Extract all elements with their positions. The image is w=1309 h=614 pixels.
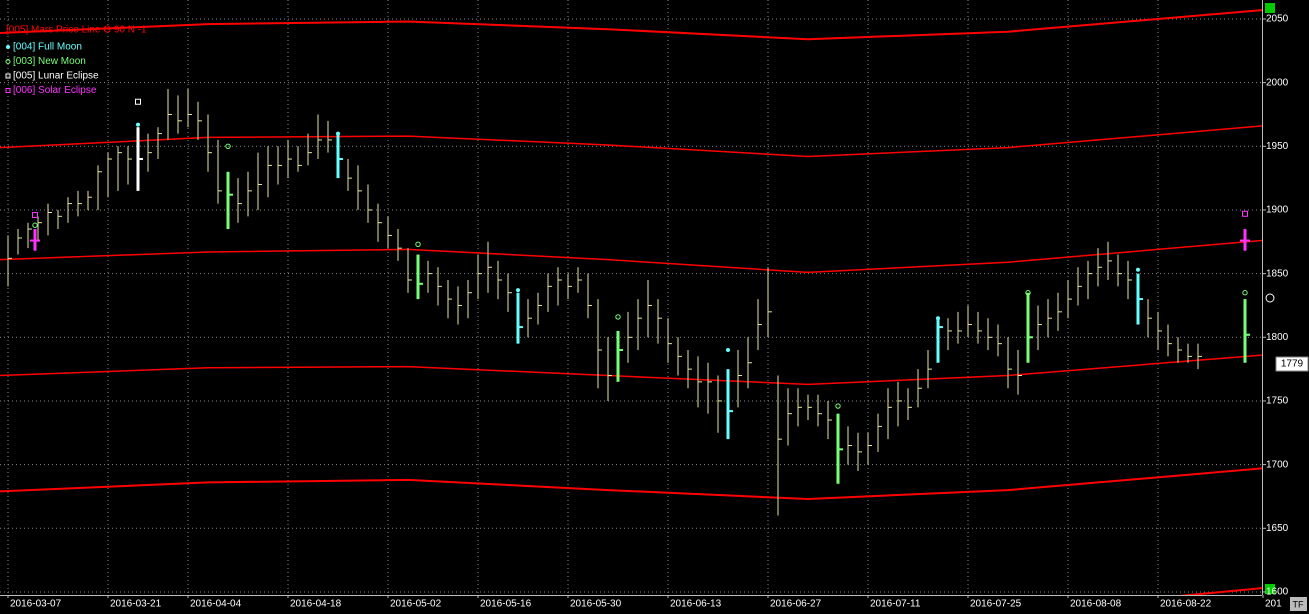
y-tick-label: 1600	[1266, 587, 1289, 598]
price-line	[0, 9, 1262, 41]
legend-marker	[6, 45, 10, 49]
plot	[0, 0, 1262, 595]
y-tick-label: 2050	[1266, 14, 1289, 25]
x-tick-label: 2016-07-25	[970, 599, 1022, 610]
y-tick-label: 2000	[1266, 77, 1289, 88]
legend-label: [006] Solar Eclipse	[13, 85, 97, 96]
event-marker	[1242, 210, 1248, 217]
y-tick-label: 1850	[1266, 268, 1289, 279]
y-tick-label: 1900	[1266, 205, 1289, 216]
corner-box	[1265, 584, 1275, 594]
event-marker	[516, 288, 520, 293]
last-price-box	[1275, 356, 1309, 372]
event-marker	[936, 316, 940, 321]
y-tick-label: 1950	[1266, 141, 1289, 152]
event-marker	[726, 348, 730, 353]
y-tick-label: 1750	[1266, 396, 1289, 407]
legend-label: [004] Full Moon	[13, 42, 82, 53]
x-tick-label: 2016-06-27	[770, 599, 822, 610]
legend-marker	[5, 73, 11, 79]
event-marker	[32, 212, 38, 219]
event-marker	[1136, 267, 1140, 272]
legend-label: [005] Lunar Eclipse	[13, 71, 99, 82]
event-marker	[32, 222, 38, 228]
y-tick-label: 1700	[1266, 459, 1289, 470]
x-tick-label: 2016-04-18	[290, 599, 342, 610]
legend-label: [005] Mars Price Line G 90 N -1	[6, 25, 147, 36]
x-tick-label: 2016-08-08	[1070, 599, 1122, 610]
last-price-label: 1779	[1281, 359, 1304, 370]
legend-marker	[5, 88, 11, 93]
event-marker	[835, 403, 841, 409]
price-icon	[1265, 293, 1275, 303]
x-tick-label: 2016-06-13	[670, 599, 722, 610]
y-tick-label: 1650	[1266, 523, 1289, 534]
x-tick-label: 2016-04-04	[190, 599, 242, 610]
legend-label: [003] New Moon	[13, 56, 86, 67]
x-tick-label: 2016-05-16	[480, 599, 532, 610]
event-marker	[615, 314, 621, 320]
corner-label-box	[1290, 597, 1307, 611]
x-tick-label: 2016-03-07	[10, 599, 62, 610]
price-line	[0, 239, 1262, 274]
x-tick-label: 2016-08-22	[1160, 599, 1212, 610]
event-marker	[225, 143, 231, 149]
event-marker	[415, 241, 421, 248]
corner-label: TF	[1293, 599, 1304, 609]
x-tick-label: 2016-07-11	[870, 599, 921, 610]
x-tick-label: 2016-05-02	[390, 599, 442, 610]
corner-box	[1265, 3, 1275, 13]
price-line	[0, 467, 1262, 501]
price-line	[1179, 587, 1262, 595]
event-marker	[135, 98, 141, 105]
event-marker	[1025, 290, 1031, 296]
event-marker	[1242, 290, 1248, 296]
event-marker	[136, 122, 140, 127]
legend-marker	[5, 59, 11, 64]
x-tick-label: 201	[1265, 599, 1282, 610]
y-tick-label: 1800	[1266, 332, 1289, 343]
x-tick-label: 2016-03-21	[110, 599, 162, 610]
x-tick-label: 2016-05-30	[570, 599, 622, 610]
event-marker	[336, 131, 340, 136]
